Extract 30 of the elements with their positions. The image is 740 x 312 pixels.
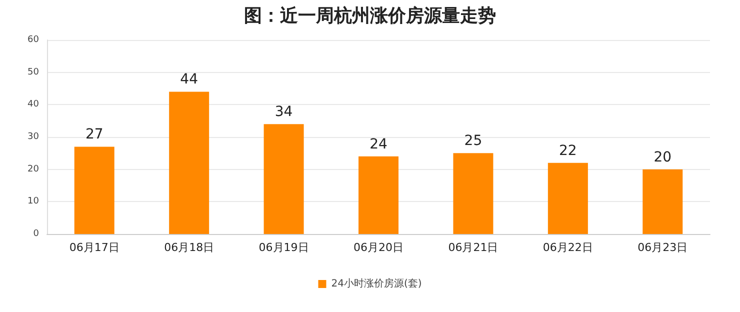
x-tick-label: 06月17日 (69, 241, 120, 254)
bar (74, 146, 114, 234)
x-tick-label: 06月19日 (258, 241, 309, 254)
data-label: 20 (654, 149, 672, 166)
bar (169, 92, 210, 234)
y-tick-label: 0 (33, 229, 40, 239)
data-label: 27 (85, 126, 104, 143)
y-tick-label: 50 (28, 67, 40, 78)
legend-label: 24小时涨价房源(套) (331, 278, 422, 290)
y-tick-label: 40 (28, 100, 40, 110)
data-label: 44 (180, 72, 198, 88)
y-tick-label: 10 (28, 196, 40, 207)
bar (548, 162, 588, 234)
x-tick-label: 06月22日 (542, 241, 593, 254)
bar (642, 169, 683, 234)
bar (453, 153, 494, 234)
data-label: 24 (370, 136, 388, 152)
bar (264, 124, 304, 234)
x-tick-label: 06月20日 (354, 241, 404, 254)
x-tick-label: 06月21日 (448, 241, 498, 254)
data-label: 22 (559, 142, 577, 159)
y-tick-label: 30 (28, 132, 40, 142)
bar (358, 156, 398, 234)
data-label: 25 (464, 133, 482, 150)
data-label: 34 (274, 104, 293, 120)
y-tick-label: 60 (28, 35, 40, 45)
y-tick-label: 20 (28, 164, 40, 174)
x-tick-label: 06月18日 (164, 241, 214, 254)
chart-title: 图：近一周杭州涨价房源量走势 (244, 6, 496, 26)
x-tick-label: 06月23日 (638, 241, 688, 254)
